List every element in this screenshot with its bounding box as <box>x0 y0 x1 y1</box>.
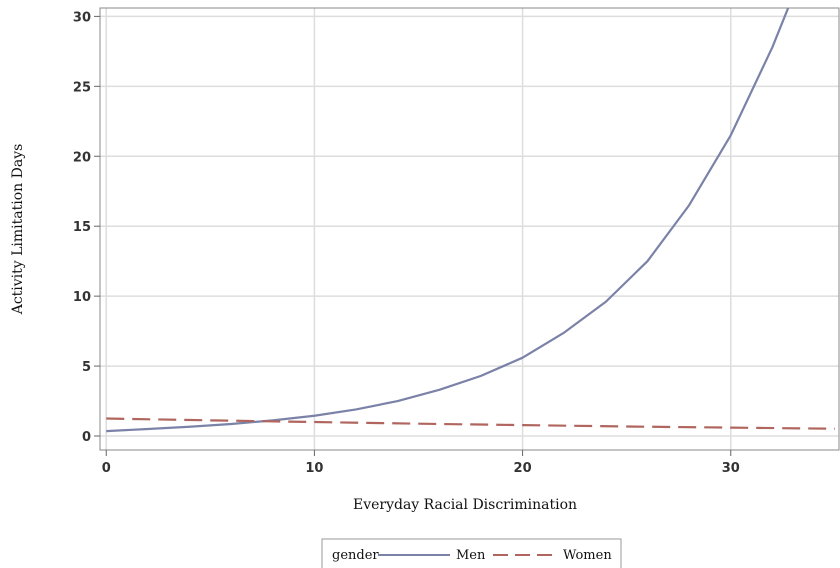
legend-label-men: Men <box>456 548 486 563</box>
x-axis-title: Everyday Racial Discrimination <box>353 497 577 513</box>
y-tick-label: 20 <box>73 150 91 165</box>
x-tick-label: 10 <box>305 461 323 476</box>
y-tick-label: 0 <box>82 430 91 445</box>
x-axis: 0 10 20 30 <box>102 450 740 476</box>
legend-title: gender <box>332 548 379 563</box>
y-tick-label: 30 <box>73 10 91 25</box>
legend: gender Men Women <box>321 538 622 568</box>
y-tick-label: 25 <box>73 80 91 95</box>
legend-box <box>321 538 622 568</box>
series-line-men <box>106 8 790 433</box>
y-axis: 0 5 10 15 20 25 30 <box>73 10 100 445</box>
grid-lines <box>100 8 839 450</box>
y-axis-title: Activity Limitation Days <box>10 144 26 316</box>
series-lines <box>106 8 835 433</box>
y-tick-label: 10 <box>73 290 91 305</box>
y-tick-label: 5 <box>82 360 91 375</box>
x-tick-label: 0 <box>102 461 111 476</box>
series-line-women <box>106 417 835 430</box>
x-tick-label: 30 <box>722 461 740 476</box>
x-tick-label: 20 <box>514 461 532 476</box>
y-tick-label: 15 <box>73 220 91 235</box>
legend-label-women: Women <box>563 548 612 563</box>
plot-frame <box>99 7 840 451</box>
